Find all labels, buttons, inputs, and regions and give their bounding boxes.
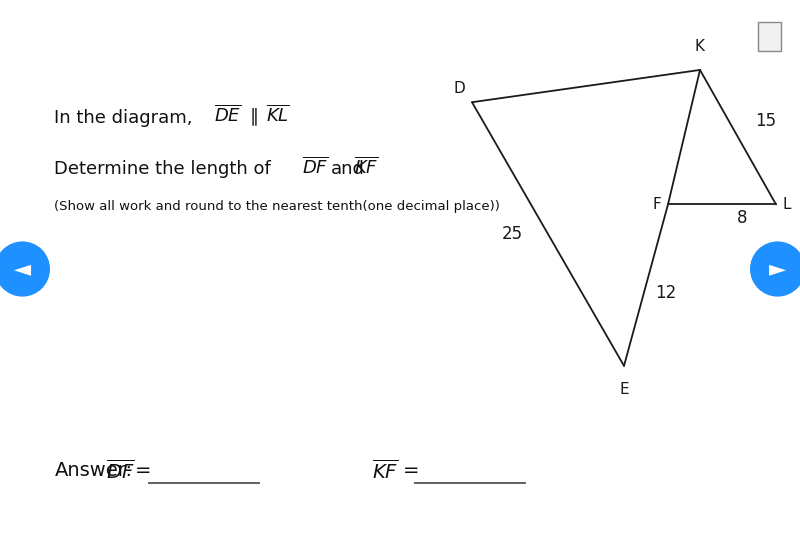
Text: Answer:: Answer:: [54, 461, 133, 480]
Text: E: E: [619, 382, 629, 397]
Ellipse shape: [750, 242, 800, 296]
Text: Determine the length of: Determine the length of: [54, 160, 271, 179]
Text: 15: 15: [755, 112, 777, 130]
Text: ◄: ◄: [14, 259, 31, 279]
Text: $\overline{KF}$: $\overline{KF}$: [372, 459, 398, 483]
Text: $\overline{DF}$: $\overline{DF}$: [106, 459, 134, 483]
Text: In the diagram,: In the diagram,: [54, 109, 193, 128]
Text: $\overline{KF}$: $\overline{KF}$: [354, 157, 378, 177]
Text: (Show all work and round to the nearest tenth(one decimal place)): (Show all work and round to the nearest …: [54, 200, 500, 213]
Text: 25: 25: [502, 225, 522, 243]
Text: and: and: [331, 160, 365, 178]
Text: F: F: [653, 197, 662, 212]
Text: ►: ►: [769, 259, 786, 279]
Ellipse shape: [0, 242, 50, 296]
FancyBboxPatch shape: [758, 22, 781, 51]
Text: D: D: [454, 81, 466, 96]
Text: $\overline{DF}$: $\overline{DF}$: [302, 157, 329, 177]
Text: =: =: [402, 461, 419, 480]
Text: =: =: [134, 461, 151, 480]
Text: L: L: [782, 197, 791, 212]
Text: $\parallel$: $\parallel$: [246, 107, 258, 128]
Text: 12: 12: [655, 284, 677, 302]
Text: 8: 8: [737, 209, 747, 227]
Text: $\overline{KL}$: $\overline{KL}$: [266, 105, 290, 125]
Text: K: K: [695, 39, 705, 54]
Text: $\overline{DE}$: $\overline{DE}$: [214, 105, 242, 125]
